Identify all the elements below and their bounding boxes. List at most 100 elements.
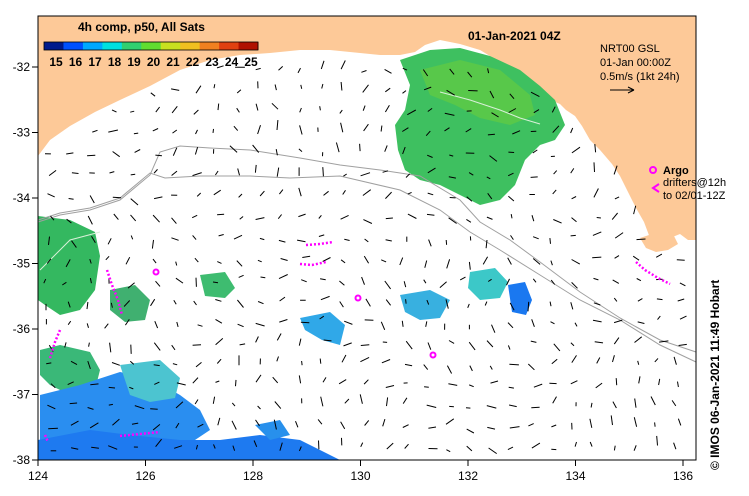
- current-vector: [277, 214, 282, 220]
- current-vector: [235, 379, 237, 387]
- current-vector: [528, 423, 534, 427]
- current-vector: [488, 447, 497, 455]
- current-vector: [323, 339, 332, 342]
- current-vector: [570, 234, 576, 237]
- current-vector: [108, 129, 119, 133]
- current-vector: [231, 402, 236, 407]
- current-vector: [257, 259, 262, 263]
- colorbar-segment: [219, 42, 240, 50]
- current-vector: [596, 217, 601, 219]
- current-vector: [171, 344, 176, 351]
- current-vector: [491, 324, 496, 333]
- current-vector: [260, 276, 266, 279]
- current-vector: [405, 340, 413, 350]
- colorbar-label: 22: [186, 55, 200, 69]
- current-vector: [174, 445, 183, 449]
- current-vector: [342, 190, 346, 195]
- current-vector: [531, 215, 535, 222]
- current-vector: [360, 344, 370, 346]
- current-vector: [319, 358, 322, 364]
- current-vector: [195, 362, 202, 368]
- current-vector: [213, 84, 216, 89]
- current-vector: [531, 319, 535, 327]
- current-vector: [571, 217, 577, 223]
- current-vector: [489, 155, 498, 162]
- current-vector: [193, 300, 197, 306]
- current-vector: [340, 214, 349, 220]
- argo-legend-line2: to 02/01-12Z: [663, 190, 726, 202]
- current-vector: [385, 87, 391, 93]
- current-vector: [133, 132, 139, 135]
- current-vector: [130, 214, 137, 222]
- current-vector: [109, 171, 115, 174]
- current-vector: [239, 343, 246, 346]
- current-vector: [130, 110, 135, 113]
- current-vector: [656, 435, 658, 446]
- current-vector: [638, 376, 641, 384]
- y-tick-label: -38: [13, 453, 31, 467]
- current-vector: [637, 360, 640, 365]
- current-vector: [276, 120, 279, 131]
- current-vector: [155, 106, 161, 113]
- argo-legend-line1: drifters@12h: [663, 177, 726, 189]
- current-vector: [380, 321, 386, 330]
- current-vector: [217, 261, 222, 264]
- current-vector: [381, 359, 391, 364]
- current-vector: [589, 418, 593, 428]
- current-vector: [533, 109, 540, 114]
- current-vector: [407, 191, 412, 195]
- current-vector: [297, 67, 301, 74]
- current-vector: [384, 280, 392, 290]
- current-vector: [48, 236, 50, 245]
- current-vector: [318, 234, 325, 237]
- current-vector: [506, 278, 510, 286]
- x-tick-label: 130: [350, 469, 370, 483]
- current-vector: [654, 422, 656, 427]
- current-vector: [552, 396, 557, 404]
- current-vector: [215, 380, 220, 383]
- current-vector: [257, 125, 261, 135]
- current-vector: [279, 296, 286, 302]
- current-vector: [175, 401, 184, 409]
- colorbar-label: 16: [69, 55, 83, 69]
- current-vector: [533, 383, 543, 388]
- current-vector: [527, 363, 535, 371]
- coast-line-highlight: [439, 91, 541, 125]
- current-vector: [125, 256, 131, 265]
- current-vector: [317, 419, 323, 425]
- current-vector: [360, 172, 371, 177]
- current-vector: [363, 255, 370, 264]
- current-vector: [510, 235, 514, 240]
- current-vector: [341, 354, 347, 363]
- current-vector: [252, 144, 260, 153]
- current-vector: [340, 421, 346, 430]
- current-vector: [338, 379, 347, 385]
- current-vector: [171, 88, 180, 91]
- current-vector: [486, 216, 493, 220]
- current-vector: [217, 417, 221, 426]
- current-vector: [466, 196, 473, 202]
- current-vector: [280, 258, 288, 261]
- current-vector: [213, 189, 221, 196]
- current-vector: [633, 445, 637, 451]
- current-vector: [487, 68, 490, 74]
- current-vector: [171, 170, 178, 176]
- current-vector: [153, 364, 160, 367]
- current-vector: [593, 277, 599, 281]
- colorbar-title: 4h comp, p50, All Sats: [78, 20, 205, 34]
- current-vector: [363, 219, 373, 224]
- current-vector: [385, 217, 393, 220]
- current-vector: [175, 261, 178, 266]
- current-vector: [426, 213, 435, 216]
- current-vector: [679, 282, 686, 287]
- current-vector: [596, 357, 601, 364]
- current-vector: [155, 438, 162, 448]
- current-vector: [487, 426, 496, 430]
- current-info-line2: 01-Jan 00:00Z: [600, 57, 671, 69]
- current-vector: [67, 320, 72, 325]
- current-info-line1: NRT00 GSL: [600, 43, 660, 55]
- current-vector: [192, 172, 202, 177]
- current-vector: [553, 170, 558, 175]
- date-title: 01-Jan-2021 04Z: [468, 29, 561, 43]
